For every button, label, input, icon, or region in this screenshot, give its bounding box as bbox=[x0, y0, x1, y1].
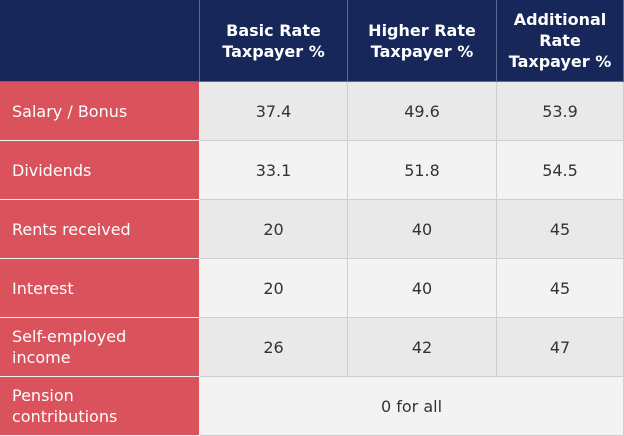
value-cell: 45 bbox=[497, 200, 624, 259]
row-label: Rents received bbox=[0, 200, 200, 259]
column-header: Higher Rate Taxpayer % bbox=[348, 0, 497, 82]
column-header: Additional Rate Taxpayer % bbox=[497, 0, 624, 82]
value-cell: 45 bbox=[497, 259, 624, 318]
row-label: Dividends bbox=[0, 141, 200, 200]
value-cell: 49.6 bbox=[348, 82, 497, 141]
value-cell: 40 bbox=[348, 200, 497, 259]
value-cell: 33.1 bbox=[200, 141, 348, 200]
row-label: Interest bbox=[0, 259, 200, 318]
value-cell: 20 bbox=[200, 259, 348, 318]
value-cell: 26 bbox=[200, 318, 348, 377]
value-cell: 54.5 bbox=[497, 141, 624, 200]
value-cell: 37.4 bbox=[200, 82, 348, 141]
row-label: Self-employed income bbox=[0, 318, 200, 377]
column-header: Basic Rate Taxpayer % bbox=[200, 0, 348, 82]
corner-cell bbox=[0, 0, 200, 82]
value-cell: 51.8 bbox=[348, 141, 497, 200]
value-cell: 0 for all bbox=[200, 377, 624, 436]
value-cell: 53.9 bbox=[497, 82, 624, 141]
value-cell: 47 bbox=[497, 318, 624, 377]
value-cell: 40 bbox=[348, 259, 497, 318]
row-label: Salary / Bonus bbox=[0, 82, 200, 141]
row-label: Pension contributions bbox=[0, 377, 200, 436]
value-cell: 20 bbox=[200, 200, 348, 259]
value-cell: 42 bbox=[348, 318, 497, 377]
